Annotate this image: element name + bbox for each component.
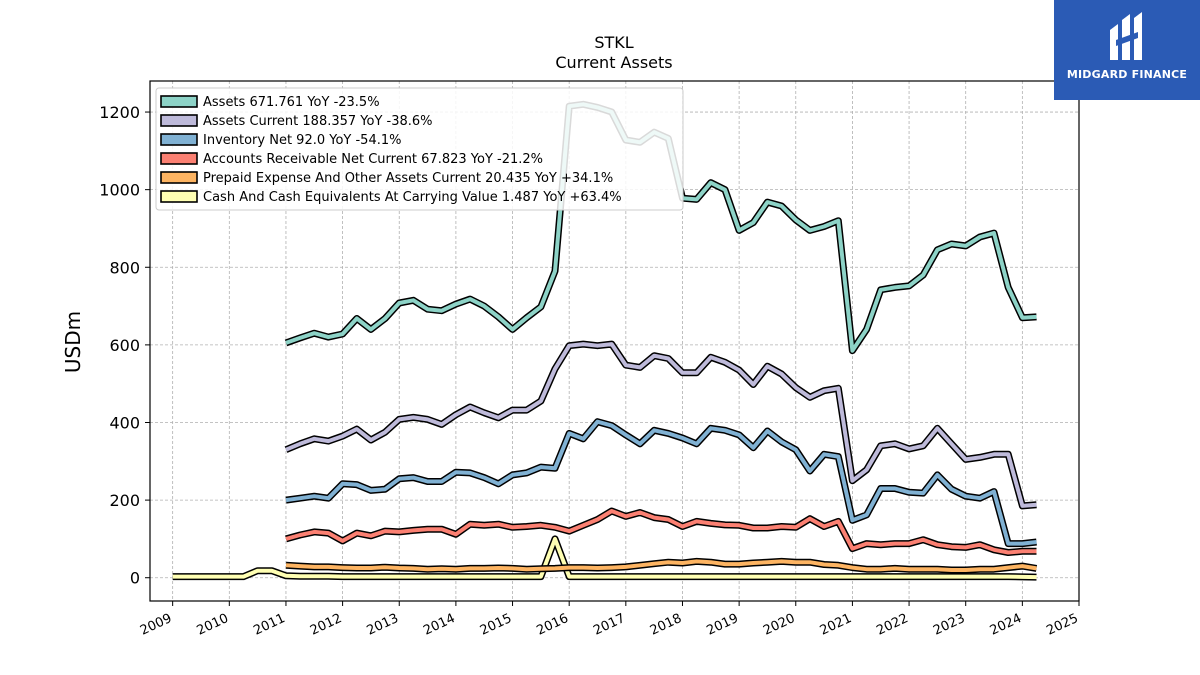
y-tick-label: 400 xyxy=(109,413,140,432)
x-tick-label: 2023 xyxy=(931,611,967,639)
legend-swatch xyxy=(160,171,198,184)
x-tick-label: 2019 xyxy=(704,611,740,639)
series-line xyxy=(285,342,1037,508)
x-tick-label: 2025 xyxy=(1044,611,1080,639)
legend-swatch xyxy=(160,95,198,108)
y-axis-label: USDm xyxy=(61,311,85,373)
x-tick-label: 2015 xyxy=(478,611,514,639)
legend-label: Prepaid Expense And Other Assets Current… xyxy=(203,171,613,186)
legend-swatch xyxy=(160,152,198,165)
y-tick-label: 1200 xyxy=(99,103,140,122)
legend-label: Cash And Cash Equivalents At Carrying Va… xyxy=(203,190,622,205)
series-line xyxy=(285,419,1037,546)
legend-box xyxy=(155,87,684,211)
x-tick-label: 2021 xyxy=(818,611,854,639)
x-tick-label: 2009 xyxy=(138,611,174,639)
x-axis: 2009 2010 2011 2012 2013 2014 2015 2016 2017 2018… xyxy=(138,601,1081,639)
y-axis: 0 200 400 600 800 1000 1200 xyxy=(99,103,150,588)
legend-label: Assets 671.761 YoY -23.5% xyxy=(203,95,380,110)
y-tick-label: 200 xyxy=(109,491,140,510)
legend-label: Inventory Net 92.0 YoY -54.1% xyxy=(203,133,402,148)
x-tick-label: 2024 xyxy=(988,611,1024,639)
x-tick-label: 2017 xyxy=(591,611,627,639)
midgard-logo-icon xyxy=(1110,12,1142,60)
series-line xyxy=(172,536,1037,580)
y-tick-label: 0 xyxy=(130,569,140,588)
x-tick-label: 2020 xyxy=(761,611,797,639)
chart-subtitle: Current Assets xyxy=(555,53,672,72)
x-tick-label: 2011 xyxy=(251,611,287,639)
brand-name: MIDGARD FINANCE xyxy=(1066,68,1188,81)
x-tick-label: 2016 xyxy=(535,611,571,639)
x-tick-label: 2012 xyxy=(308,611,344,639)
series-line xyxy=(285,559,1037,572)
brand-logo: MIDGARD FINANCE xyxy=(1054,0,1200,100)
legend-swatch xyxy=(160,133,198,146)
series-line xyxy=(285,509,1037,555)
y-tick-label: 800 xyxy=(109,258,140,277)
x-tick-label: 2013 xyxy=(365,611,401,639)
x-tick-label: 2014 xyxy=(421,611,457,639)
legend-label: Accounts Receivable Net Current 67.823 Y… xyxy=(203,152,543,167)
legend-swatch xyxy=(160,190,198,203)
legend: Assets 671.761 YoY -23.5% Assets Current … xyxy=(155,87,684,211)
y-tick-label: 1000 xyxy=(99,181,140,200)
x-tick-label: 2010 xyxy=(195,611,231,639)
plot-frame xyxy=(149,80,1080,602)
x-tick-label: 2018 xyxy=(648,611,684,639)
chart-title: STKL xyxy=(594,33,633,52)
x-tick-label: 2022 xyxy=(874,611,910,639)
legend-label: Assets Current 188.357 YoY -38.6% xyxy=(203,114,433,129)
legend-swatch xyxy=(160,114,198,127)
y-tick-label: 600 xyxy=(109,336,140,355)
